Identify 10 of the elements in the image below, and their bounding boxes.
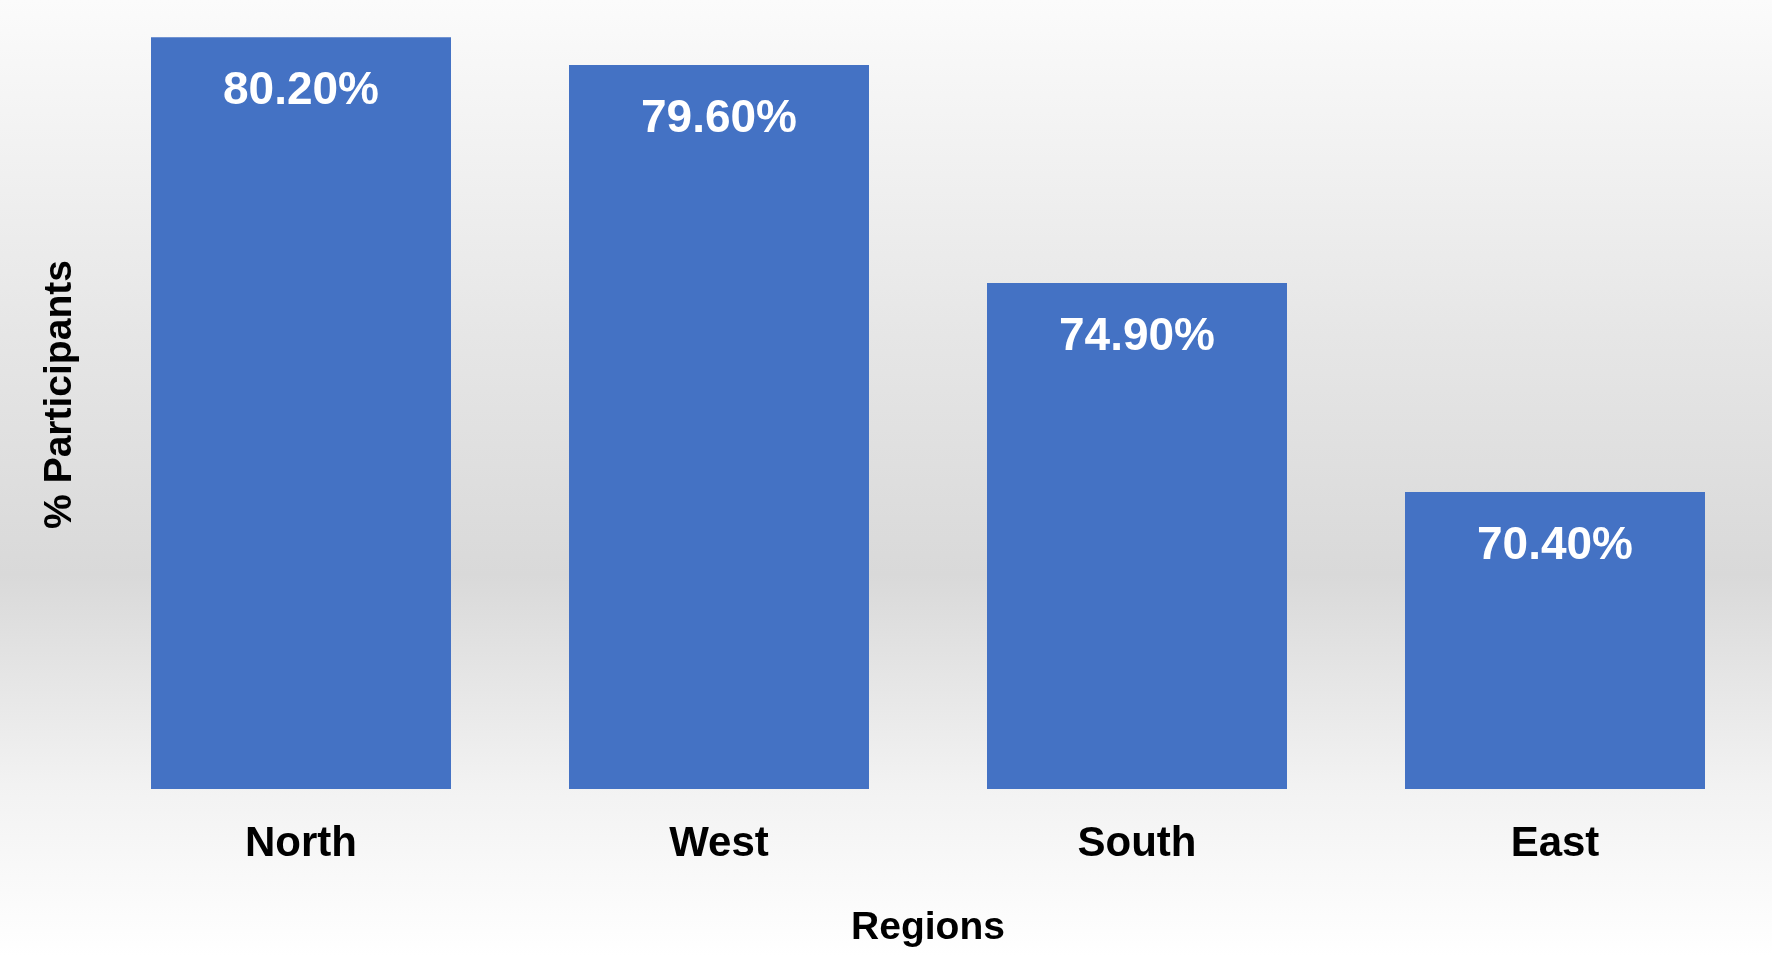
data-label: 74.90%	[1058, 307, 1216, 360]
x-axis-title: Regions	[851, 904, 1005, 947]
y-axis-title: % Participants	[35, 260, 79, 529]
data-label: 70.40%	[1476, 516, 1634, 569]
x-tick-label: East	[1510, 817, 1600, 865]
data-label: 80.20%	[222, 61, 380, 114]
x-tick-label: North	[245, 817, 357, 865]
x-tick-label: South	[1077, 817, 1197, 865]
data-label: 79.60%	[640, 89, 798, 142]
x-tick-label: West	[669, 817, 769, 865]
